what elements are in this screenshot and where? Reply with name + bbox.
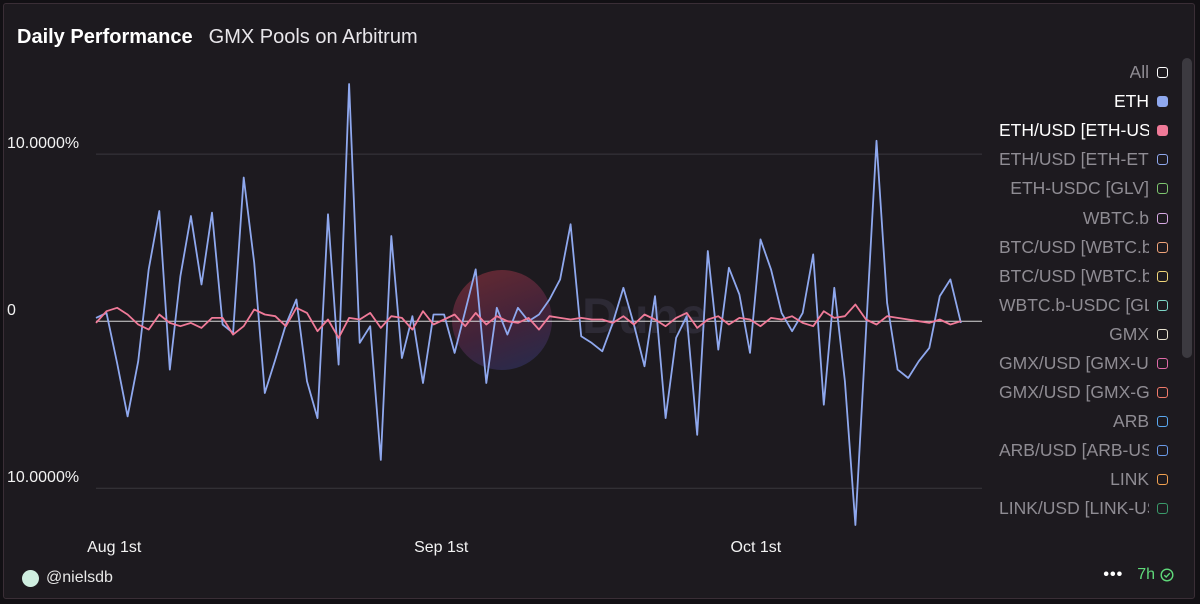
- author-name: @nielsdb: [46, 569, 113, 586]
- legend-label: ETH: [1114, 91, 1149, 112]
- legend-swatch: [1157, 474, 1168, 486]
- legend-label: LINK/USD [LINK-USDC]: [999, 498, 1149, 519]
- legend-label: ETH/USD [ETH-ETH]: [999, 149, 1149, 170]
- legend-item[interactable]: BTC/USD [WBTC.b-WBTC.b]: [968, 262, 1168, 291]
- x-tick-label: Aug 1st: [87, 539, 142, 556]
- legend-label: ETH/USD [ETH-USDC]: [999, 120, 1149, 141]
- legend-label: ARB: [1113, 411, 1149, 432]
- legend-swatch: [1157, 445, 1168, 457]
- legend-item[interactable]: BTC/USD [WBTC.b-USDC]: [968, 233, 1168, 262]
- legend-swatch: [1157, 416, 1168, 428]
- legend-swatch: [1157, 357, 1168, 369]
- legend-item[interactable]: ETH-USDC [GLV]: [968, 174, 1168, 203]
- legend-label: GMX/USD [GMX-USDC]: [999, 352, 1149, 373]
- legend-item[interactable]: GMX: [968, 320, 1168, 349]
- series-line-eth: [95, 83, 962, 526]
- legend-swatch: [1157, 125, 1168, 137]
- avatar: [22, 569, 39, 587]
- legend-swatch: [1157, 299, 1168, 311]
- legend-swatch: [1157, 154, 1168, 166]
- legend-item[interactable]: GMX/USD [GMX-GMX]: [968, 378, 1168, 407]
- legend-item[interactable]: ARB: [968, 407, 1168, 436]
- legend-item[interactable]: All: [968, 58, 1168, 87]
- check-circle-icon: [1160, 568, 1174, 582]
- legend-swatch: [1157, 328, 1168, 340]
- legend-label: BTC/USD [WBTC.b-WBTC.b]: [999, 265, 1149, 286]
- chart-card: Daily Performance GMX Pools on Arbitrum D…: [3, 3, 1195, 599]
- chart-subtitle: GMX Pools on Arbitrum: [208, 26, 418, 48]
- refresh-age: 7h: [1137, 566, 1155, 583]
- author[interactable]: @nielsdb: [22, 569, 113, 587]
- legend-label: ETH-USDC [GLV]: [1010, 178, 1149, 199]
- x-tick-label: Oct 1st: [730, 539, 782, 556]
- legend-item[interactable]: LINK: [968, 465, 1168, 494]
- y-tick-label: 0: [7, 302, 16, 320]
- legend-swatch: [1157, 270, 1168, 282]
- chart-title: Daily Performance: [17, 26, 193, 48]
- chart-title-row: Daily Performance GMX Pools on Arbitrum: [17, 26, 418, 49]
- legend: All ETH ETH/USD [ETH-USDC] ETH/USD [ETH-ETH…: [968, 58, 1168, 524]
- legend-label: ARB/USD [ARB-USDC]: [999, 440, 1149, 461]
- legend-label: GMX: [1109, 323, 1149, 344]
- legend-swatch: [1157, 241, 1168, 253]
- y-tick-label: 10.0000%: [7, 135, 80, 153]
- legend-swatch: [1157, 183, 1168, 195]
- legend-label: BTC/USD [WBTC.b-USDC]: [999, 236, 1149, 257]
- legend-label: LINK: [1110, 469, 1149, 490]
- legend-item[interactable]: GMX/USD [GMX-USDC]: [968, 349, 1168, 378]
- legend-item[interactable]: ETH/USD [ETH-USDC]: [968, 116, 1168, 145]
- legend-swatch: [1157, 96, 1168, 108]
- legend-scrollbar[interactable]: [1182, 58, 1192, 358]
- legend-item[interactable]: ETH: [968, 87, 1168, 116]
- legend-swatch: [1157, 212, 1168, 224]
- legend-item[interactable]: LINK/USD [LINK-USDC]: [968, 494, 1168, 523]
- legend-item[interactable]: WBTC.b: [968, 203, 1168, 232]
- line-chart: [95, 83, 982, 526]
- legend-label: WBTC.b: [1082, 207, 1149, 228]
- legend-item[interactable]: ARB/USD [ARB-USDC]: [968, 436, 1168, 465]
- legend-swatch: [1157, 387, 1168, 399]
- legend-item[interactable]: ETH/USD [ETH-ETH]: [968, 145, 1168, 174]
- footer-actions: ••• 7h: [1103, 566, 1174, 584]
- legend-swatch: [1157, 503, 1168, 515]
- legend-swatch: [1157, 67, 1168, 79]
- legend-label: All: [1129, 62, 1149, 83]
- series-line-eth-usd: [95, 303, 962, 339]
- legend-label: WBTC.b-USDC [GLV]: [999, 294, 1149, 315]
- legend-label: GMX/USD [GMX-GMX]: [999, 382, 1149, 403]
- x-tick-label: Sep 1st: [414, 539, 469, 556]
- legend-item[interactable]: WBTC.b-USDC [GLV]: [968, 291, 1168, 320]
- more-options-icon[interactable]: •••: [1103, 566, 1124, 583]
- y-tick-label: 10.0000%: [7, 469, 80, 487]
